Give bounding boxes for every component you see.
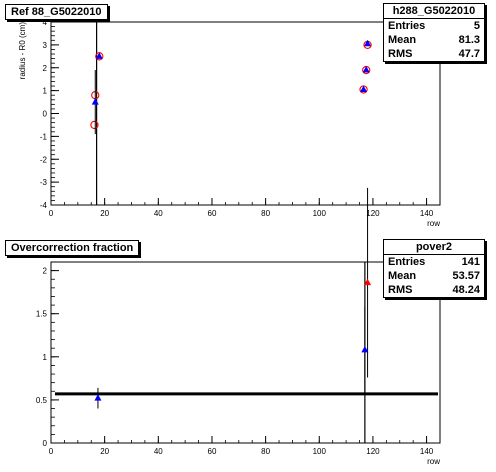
plot1-xtick-label: 40 [154, 209, 163, 218]
plot1-xtick-label: 80 [261, 209, 270, 218]
plot1-stats-box: h288_G5022010 Entries 5 Mean 81.3 RMS 47.7 [383, 3, 485, 62]
plot1-point-triangle [95, 52, 103, 59]
plot2-ytick-label: 0.5 [36, 396, 48, 405]
plot2-xtick-label: 60 [208, 447, 217, 456]
plot2-ytick-label: 2 [43, 267, 48, 276]
plot2-xtick-label: 100 [313, 447, 327, 456]
plot1-ytick-label: -2 [40, 155, 48, 164]
plot1-xtick-label: 100 [313, 209, 327, 218]
plot1-frame [50, 21, 441, 206]
plot2-stats-entries: Entries 141 [388, 256, 480, 268]
plot1-point-triangle [360, 85, 368, 92]
plot1-stats-entries: Entries 5 [388, 20, 480, 32]
plot2-xtick-label: 40 [154, 447, 163, 456]
plot2-xtick-label: 120 [366, 447, 380, 456]
plot1-ytick-label: 2 [43, 64, 48, 73]
plot2-xtick-label: 140 [420, 447, 434, 456]
plot2-stats-mean: Mean 53.57 [388, 270, 480, 282]
plot1-ytick-label: -3 [40, 178, 48, 187]
plot2-ytick-label: 0 [43, 439, 48, 448]
plot2-stats-box: pover2 Entries 141 Mean 53.57 RMS 48.24 [383, 239, 485, 298]
plot1-title: Ref 88_G5022010 [5, 4, 108, 20]
plot1-xtick-label: 140 [420, 209, 434, 218]
plot1-ytick-label: 4 [43, 18, 48, 27]
plot1-stats-rms: RMS 47.7 [388, 48, 480, 60]
plot1-xtick-label: 20 [100, 209, 109, 218]
plot1-ylabel: radius - R0 (cm) [18, 22, 27, 80]
plot2-xlabel: row [427, 457, 440, 466]
plot1-xtick-label: 60 [208, 209, 217, 218]
plot1-point-triangle [362, 66, 370, 73]
plot2-point-triangle [364, 278, 372, 286]
plot2-stats-name: pover2 [384, 240, 484, 255]
plot1-point-triangle [91, 98, 99, 105]
plot1-xtick-label: 0 [49, 209, 54, 218]
plot1-ytick-label: 1 [43, 87, 48, 96]
plot1-stats-mean: Mean 81.3 [388, 34, 480, 46]
plot1-ytick-label: 3 [43, 41, 48, 50]
plot1-xlabel: row [427, 219, 440, 228]
plot2-ytick-label: 1 [43, 353, 48, 362]
plot1-ytick-label: -4 [40, 201, 48, 210]
plot2-point-triangle [94, 394, 102, 401]
plot2-stats-rms: RMS 48.24 [388, 284, 480, 296]
plot2-frame [50, 261, 441, 444]
plot2-xtick-label: 0 [49, 447, 54, 456]
plot2-xtick-label: 20 [100, 447, 109, 456]
plot2-xtick-label: 80 [261, 447, 270, 456]
plot1-point-triangle [364, 39, 372, 47]
plot1-ytick-label: -1 [40, 132, 48, 141]
plot2-title: Overcorrection fraction [5, 240, 140, 256]
plot2-ytick-label: 1.5 [36, 310, 48, 319]
plot1-point-circle [90, 120, 99, 130]
plot1-stats-name: h288_G5022010 [384, 4, 484, 19]
plot1-ytick-label: 0 [43, 110, 48, 119]
plot1-xtick-label: 120 [366, 209, 380, 218]
plot2-point-triangle [361, 345, 369, 353]
